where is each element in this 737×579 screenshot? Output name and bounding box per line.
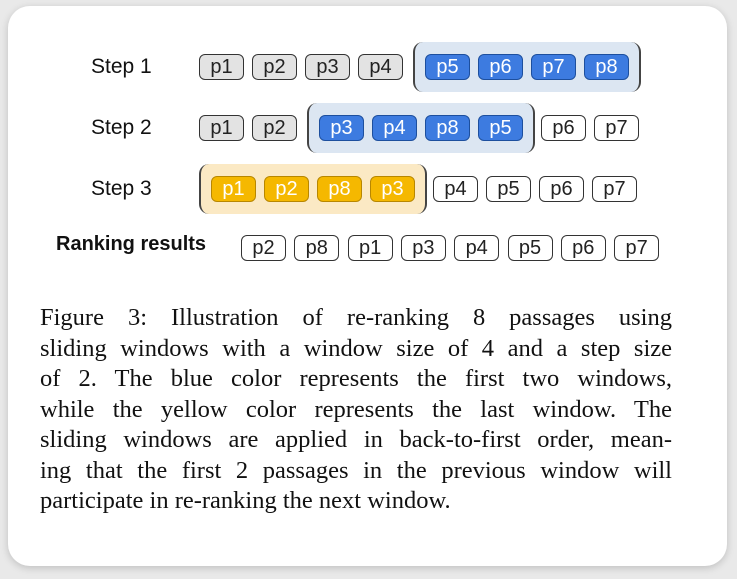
ranked-passage-box: p2 bbox=[241, 235, 286, 261]
caption-line: sliding windows with a window size of 4 … bbox=[40, 334, 672, 362]
passage-box: p7 bbox=[592, 176, 637, 202]
passage-box: p5 bbox=[486, 176, 531, 202]
window-passage-box: p8 bbox=[317, 176, 362, 202]
caption-line: of 2. The blue color represents the firs… bbox=[40, 365, 672, 392]
step-label: Step 3 bbox=[91, 177, 152, 200]
ranked-passage-box: p1 bbox=[347, 235, 393, 261]
ranked-passage-box: p4 bbox=[454, 235, 500, 261]
ranked-passage-box: p8 bbox=[294, 235, 340, 261]
passage-box: p2 bbox=[252, 115, 297, 141]
figure-card bbox=[8, 6, 727, 566]
figure-caption: Figure 3: Illustration of re-ranking 8 p… bbox=[40, 303, 672, 517]
caption-line: Figure 3: Illustration of re-ranking 8 p… bbox=[40, 304, 672, 331]
passage-box: p2 bbox=[252, 54, 297, 80]
ranking-results-label: Ranking results bbox=[56, 233, 207, 255]
window-passage-box: p8 bbox=[425, 115, 470, 141]
window-passage-box: p3 bbox=[319, 115, 364, 141]
caption-line: sliding windows are applied in back-to-f… bbox=[40, 426, 672, 453]
caption-line: participate in re-ranking the next windo… bbox=[40, 487, 451, 514]
window-passage-box: p3 bbox=[370, 176, 415, 202]
passage-box: p1 bbox=[199, 54, 244, 80]
caption-line: ing that the first 2 passages in the pre… bbox=[40, 456, 672, 484]
step-label: Step 1 bbox=[91, 55, 152, 78]
passage-box: p6 bbox=[541, 115, 586, 141]
window-passage-box: p8 bbox=[584, 54, 629, 80]
window-passage-box: p7 bbox=[531, 54, 576, 80]
ranked-passage-box: p3 bbox=[400, 235, 446, 261]
window-passage-box: p4 bbox=[372, 115, 417, 141]
passage-box: p1 bbox=[199, 115, 244, 141]
passage-box: p3 bbox=[305, 54, 350, 80]
passage-box: p6 bbox=[539, 176, 584, 202]
window-passage-box: p5 bbox=[425, 54, 470, 80]
window-passage-box: p5 bbox=[478, 115, 523, 141]
caption-line: while the yellow color represents the la… bbox=[40, 395, 672, 423]
ranked-passage-box: p7 bbox=[614, 235, 660, 261]
ranked-passage-box: p5 bbox=[507, 235, 553, 261]
passage-box: p4 bbox=[433, 176, 478, 202]
passage-box: p4 bbox=[358, 54, 403, 80]
ranked-passage-box: p6 bbox=[560, 235, 606, 261]
step-label: Step 2 bbox=[91, 116, 152, 139]
passage-box: p7 bbox=[594, 115, 639, 141]
window-passage-box: p6 bbox=[478, 54, 523, 80]
window-passage-box: p1 bbox=[211, 176, 256, 202]
window-passage-box: p2 bbox=[264, 176, 309, 202]
